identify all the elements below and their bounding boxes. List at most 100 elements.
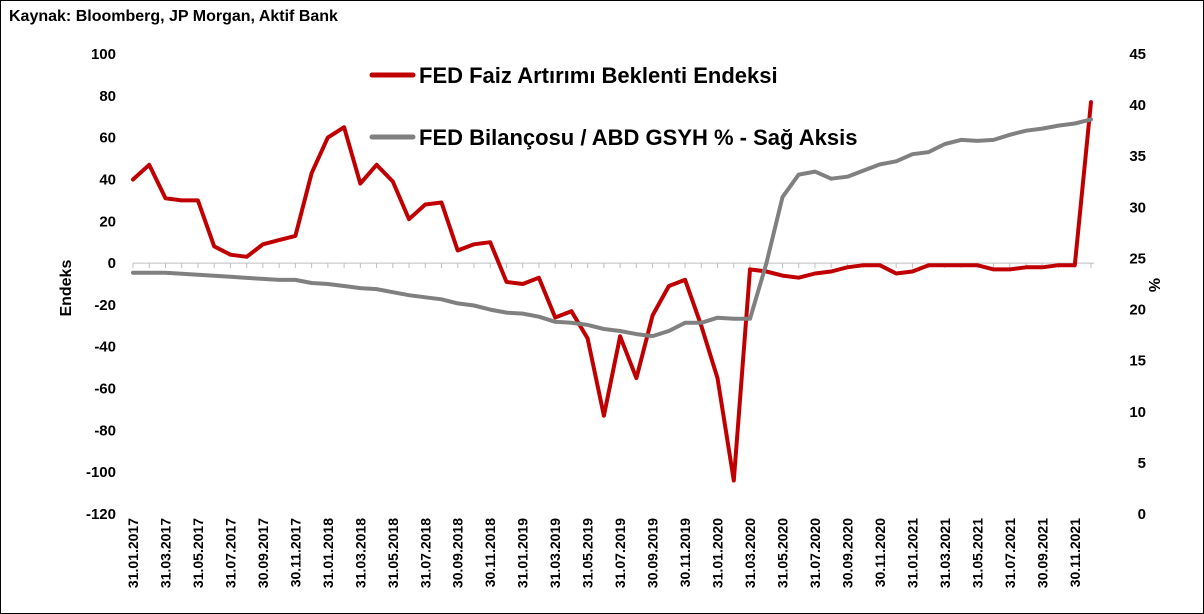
fed-balance-sheet-point: [586, 323, 589, 327]
x-tick-label: 31.07.2020: [807, 518, 823, 588]
x-tick-label: 30.11.2018: [482, 518, 498, 588]
fed-balance-sheet-point: [294, 278, 297, 282]
fed-rate-expectation-point: [1008, 268, 1012, 271]
source-note: Kaynak: Bloomberg, JP Morgan, Aktif Bank: [9, 8, 338, 25]
fed-balance-sheet-point: [375, 287, 378, 291]
fed-rate-expectation-point: [878, 263, 882, 267]
x-tick-label: 31.05.2020: [774, 518, 790, 588]
fed-rate-expectation-point: [164, 197, 167, 200]
fed-balance-sheet-point: [456, 302, 459, 305]
fed-balance-sheet-point: [245, 276, 248, 280]
fed-balance-sheet-point: [148, 271, 151, 274]
fed-rate-expectation-point: [862, 263, 865, 267]
fed-rate-expectation-point: [927, 263, 930, 267]
fed-balance-sheet-point: [976, 139, 979, 143]
fed-rate-expectation-point: [618, 335, 622, 338]
fed-balance-sheet-point: [1089, 118, 1093, 121]
fed-balance-sheet-point: [683, 321, 687, 325]
fed-rate-expectation-point: [602, 414, 606, 417]
fed-balance-sheet-point: [359, 286, 362, 290]
x-tick-label: 30.11.2020: [872, 518, 888, 588]
x-tick-label: 31.05.2017: [190, 518, 206, 588]
fed-rate-expectation-point: [813, 272, 817, 275]
fed-rate-expectation-point: [472, 243, 476, 246]
fed-rate-expectation-point: [683, 278, 687, 282]
fed-balance-sheet-point: [505, 311, 508, 314]
fed-rate-expectation-point: [976, 263, 979, 267]
fed-rate-expectation-point: [407, 217, 411, 221]
left-axis-tick-label: -100: [86, 464, 116, 481]
fed-balance-sheet-point: [537, 315, 541, 318]
fed-balance-sheet-point: [959, 138, 963, 142]
fed-balance-sheet-point: [570, 321, 573, 325]
fed-rate-expectation-point: [326, 136, 330, 139]
fed-balance-sheet-point: [797, 173, 800, 176]
fed-balance-sheet-point: [1073, 122, 1076, 125]
left-axis-tick-label: -60: [94, 381, 116, 398]
fed-balance-sheet-point: [602, 327, 606, 331]
fed-rate-expectation-point: [732, 479, 735, 482]
x-tick-label: 30.09.2018: [450, 518, 466, 588]
x-tick-label: 31.03.2019: [547, 518, 563, 588]
left-axis-tick-label: 100: [91, 46, 116, 63]
fed-balance-sheet-point: [878, 163, 882, 166]
y-axis-title: Endeks: [58, 260, 75, 317]
fed-balance-sheet-point: [830, 177, 833, 180]
fed-balance-sheet-point: [164, 271, 167, 274]
x-tick-label: 31.03.2021: [937, 518, 953, 588]
fed-rate-expectation-point: [992, 268, 995, 271]
fed-balance-sheet-point: [212, 274, 216, 278]
fed-rate-expectation-point: [911, 270, 914, 273]
fed-balance-sheet-point: [261, 277, 265, 281]
x-tick-label: 31.03.2018: [352, 518, 368, 588]
fed-balance-sheet-point: [196, 273, 200, 276]
fed-rate-expectation-point: [521, 282, 524, 286]
fed-rate-expectation-point: [1041, 266, 1044, 269]
fed-rate-expectation-point: [359, 182, 362, 185]
fed-balance-sheet-point: [342, 284, 346, 288]
x-tick-label: 31.01.2020: [710, 518, 726, 588]
fed-balance-sheet-point: [943, 142, 947, 146]
fed-balance-sheet-point: [277, 278, 281, 282]
right-axis-tick-label: 40: [1129, 97, 1146, 114]
fed-balance-sheet-point: [748, 317, 752, 320]
fed-rate-expectation-point: [894, 272, 898, 275]
x-tick-label: 31.07.2017: [222, 518, 238, 588]
fed-rate-expectation-point: [148, 163, 151, 167]
legend-label-fed-rate-expectation: FED Faiz Artırımı Beklenti Endeksi: [419, 63, 778, 88]
fed-balance-sheet-point: [667, 329, 671, 333]
x-tick-label: 30.11.2017: [287, 518, 303, 588]
left-axis-tick-label: -80: [94, 422, 116, 439]
fed-rate-expectation-point: [667, 284, 671, 288]
fed-balance-sheet-point: [894, 160, 898, 163]
fed-rate-expectation-point: [229, 253, 232, 256]
fed-balance-sheet-point: [553, 320, 557, 324]
fed-balance-sheet-point: [700, 321, 703, 325]
x-tick-label: 31.01.2019: [515, 518, 531, 588]
x-tick-label: 30.09.2019: [645, 518, 661, 588]
x-tick-label: 31.01.2018: [320, 518, 336, 588]
fed-rate-expectation-point: [375, 163, 378, 167]
left-axis-tick-label: 20: [99, 213, 116, 230]
right-axis-tick-label: 0: [1138, 506, 1146, 523]
right-axis-tick-label: 25: [1129, 250, 1146, 267]
fed-rate-expectation-point: [456, 249, 459, 252]
fed-balance-sheet-point: [1041, 127, 1044, 130]
right-axis-tick-label: 45: [1129, 46, 1146, 63]
right-axis-tick-label: 15: [1129, 353, 1146, 370]
fed-balance-sheet-point: [1024, 129, 1028, 132]
x-tick-label: 31.05.2018: [385, 518, 401, 588]
x-tick-label: 31.05.2021: [969, 518, 985, 588]
fed-balance-sheet-point: [310, 281, 313, 285]
fed-balance-sheet-point: [180, 272, 183, 275]
fed-balance-sheet-point: [391, 290, 394, 294]
fed-rate-expectation-point: [635, 376, 638, 380]
fed-rate-expectation-point: [131, 178, 135, 181]
y2-axis-title: %: [1145, 278, 1162, 292]
right-axis-tick-label: 20: [1129, 302, 1146, 319]
x-tick-label: 31.01.2021: [904, 518, 920, 588]
fed-rate-expectation-point: [277, 238, 281, 242]
fed-rate-expectation-point: [1073, 263, 1076, 267]
fed-rate-expectation-point: [1024, 266, 1028, 269]
